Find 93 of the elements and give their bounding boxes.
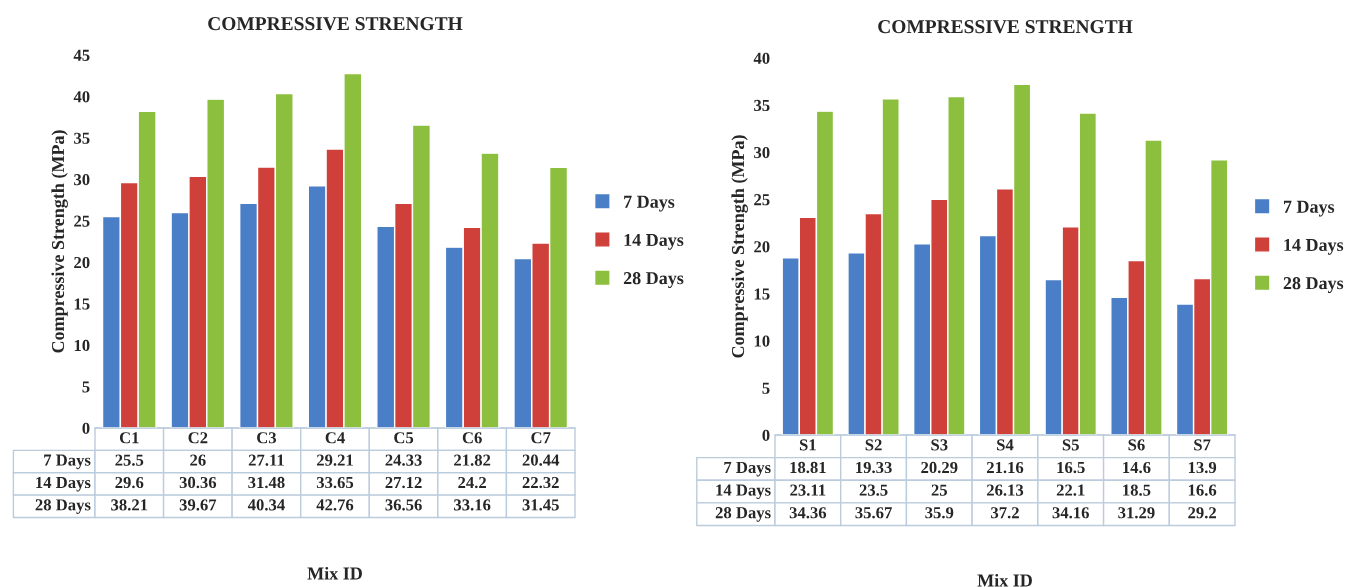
- y-tick-label: 40: [73, 91, 90, 103]
- data-label: 26.13: [986, 484, 1024, 496]
- legend-label: 14 Days: [1284, 238, 1344, 255]
- x-axis-title: Mix ID: [307, 566, 362, 580]
- x-tick-label: S5: [1062, 439, 1079, 451]
- x-tick-label: C3: [257, 432, 277, 444]
- data-label: 23.11: [790, 484, 826, 496]
- x-tick-label: S6: [1128, 439, 1145, 451]
- data-label: 18.5: [1123, 484, 1151, 496]
- data-label: 22.32: [522, 476, 559, 489]
- x-tick-label: C4: [325, 432, 345, 444]
- data-label: 37.2: [991, 507, 1019, 519]
- data-label: 29.6: [115, 476, 144, 489]
- y-tick-label: 5: [762, 382, 770, 394]
- y-axis-title: Compressive Strength (MPa): [731, 135, 748, 358]
- data-label: 35.67: [855, 507, 892, 519]
- data-label: 16.6: [1188, 484, 1217, 496]
- data-label: 20.29: [921, 461, 958, 474]
- data-label: 30.36: [179, 476, 217, 489]
- data-label: 27.11: [248, 454, 284, 466]
- y-tick-label: 45: [73, 49, 90, 61]
- data-label: 39.67: [179, 499, 217, 511]
- y-tick-label: 15: [754, 288, 770, 300]
- data-label: 31.45: [522, 499, 559, 511]
- y-tick-label: 0: [82, 422, 90, 434]
- legend-label: 14 Days: [624, 233, 684, 250]
- data-label: 24.33: [385, 454, 422, 466]
- data-label: 25.5: [115, 454, 144, 466]
- y-axis-title: Compressive Strength (MPa): [51, 130, 68, 353]
- y-tick-label: 15: [74, 298, 90, 310]
- text: 28 Days: [715, 507, 771, 522]
- x-tick-label: S7: [1194, 439, 1211, 451]
- data-label: 14.6: [1123, 461, 1151, 474]
- data-label: 33.65: [316, 476, 354, 489]
- y-tick-label: 10: [74, 339, 90, 352]
- x-tick-label: C7: [531, 432, 551, 444]
- text: 7 Days: [44, 454, 91, 470]
- data-label: 31.29: [1118, 507, 1155, 519]
- x-tick-label: C1: [119, 432, 139, 444]
- data-label: 21.82: [454, 454, 491, 466]
- y-tick-label: 40: [753, 52, 770, 64]
- y-tick-label: 35: [754, 99, 770, 112]
- chart-title: COMPRESSIVE STRENGTH: [208, 17, 463, 31]
- data-label: 29.21: [316, 454, 353, 466]
- legend-label: 7 Days: [624, 195, 675, 212]
- data-label: 34.16: [1052, 507, 1089, 519]
- text: 7 Days: [724, 461, 771, 477]
- data-label: 16.5: [1057, 461, 1085, 474]
- x-tick-label: C6: [462, 432, 482, 444]
- y-tick-label: 5: [82, 381, 90, 393]
- data-label: 26: [190, 454, 206, 466]
- y-tick-label: 25: [754, 194, 770, 206]
- data-label: 23.5: [859, 484, 888, 496]
- text: 28 Days: [35, 499, 91, 514]
- data-label: 31.48: [248, 476, 285, 489]
- legend-label: 28 Days: [1283, 277, 1344, 293]
- data-label: 25: [931, 484, 948, 496]
- data-label: 36.56: [385, 499, 422, 511]
- text: 14 Days: [36, 476, 91, 492]
- x-tick-label: S4: [997, 439, 1014, 451]
- data-label: 27.12: [385, 476, 422, 489]
- y-tick-label: 20: [74, 256, 90, 269]
- y-tick-label: 35: [74, 132, 90, 144]
- y-tick-label: 30: [754, 146, 770, 159]
- x-tick-label: S2: [865, 439, 882, 451]
- legend-label: 7 Days: [1283, 200, 1335, 217]
- x-tick-label: S1: [799, 439, 816, 451]
- data-label: 34.36: [789, 507, 827, 519]
- data-label: 18.81: [790, 461, 826, 474]
- y-tick-label: 0: [762, 429, 770, 441]
- y-tick-label: 10: [754, 335, 770, 347]
- legend-label: 28 Days: [623, 272, 684, 288]
- x-tick-label: C5: [394, 432, 414, 444]
- x-tick-label: S3: [931, 439, 948, 451]
- data-label: 24.2: [458, 476, 487, 489]
- data-label: 42.76: [316, 499, 354, 511]
- y-tick-label: 30: [74, 174, 90, 186]
- data-label: 22.1: [1056, 484, 1085, 496]
- data-label: 35.9: [925, 507, 954, 519]
- y-tick-label: 25: [74, 215, 90, 227]
- data-label: 13.9: [1188, 461, 1217, 474]
- data-label: 33.16: [454, 499, 491, 511]
- x-axis-title: Mix ID: [977, 573, 1032, 587]
- data-label: 40.34: [247, 499, 285, 511]
- chart-title: COMPRESSIVE STRENGTH: [878, 20, 1133, 34]
- data-label: 29.2: [1188, 507, 1217, 519]
- y-tick-label: 20: [754, 241, 770, 253]
- text: 14 Days: [716, 484, 771, 500]
- data-label: 21.16: [986, 461, 1024, 474]
- data-label: 19.33: [856, 461, 892, 474]
- data-label: 38.21: [111, 499, 148, 511]
- x-tick-label: C2: [188, 432, 208, 444]
- data-label: 20.44: [522, 454, 560, 466]
